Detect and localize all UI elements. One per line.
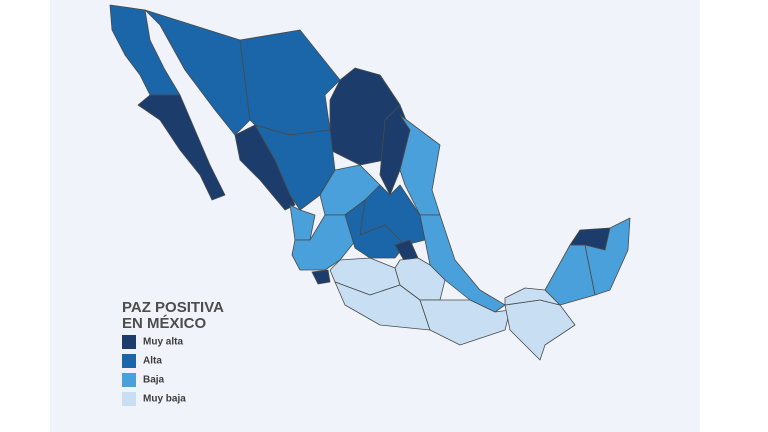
state — [239, 29, 341, 136]
state — [291, 214, 361, 271]
legend-title: PAZ POSITIVA — [122, 299, 224, 316]
legend: Muy alta Alta Baja Muy baja — [122, 335, 186, 406]
state — [137, 94, 226, 201]
legend-label: Muy alta — [143, 337, 183, 348]
legend-label: Alta — [143, 356, 162, 367]
legend-swatch — [122, 392, 136, 406]
state — [311, 269, 331, 285]
legend-label: Baja — [143, 375, 165, 386]
state — [504, 299, 576, 361]
state — [289, 204, 316, 241]
state — [584, 217, 631, 296]
legend-swatch — [122, 373, 136, 387]
legend-title: EN MÉXICO — [122, 315, 207, 332]
legend-swatch — [122, 335, 136, 349]
states — [109, 4, 631, 361]
legend-label: Muy baja — [143, 394, 186, 405]
legend-swatch — [122, 354, 136, 368]
